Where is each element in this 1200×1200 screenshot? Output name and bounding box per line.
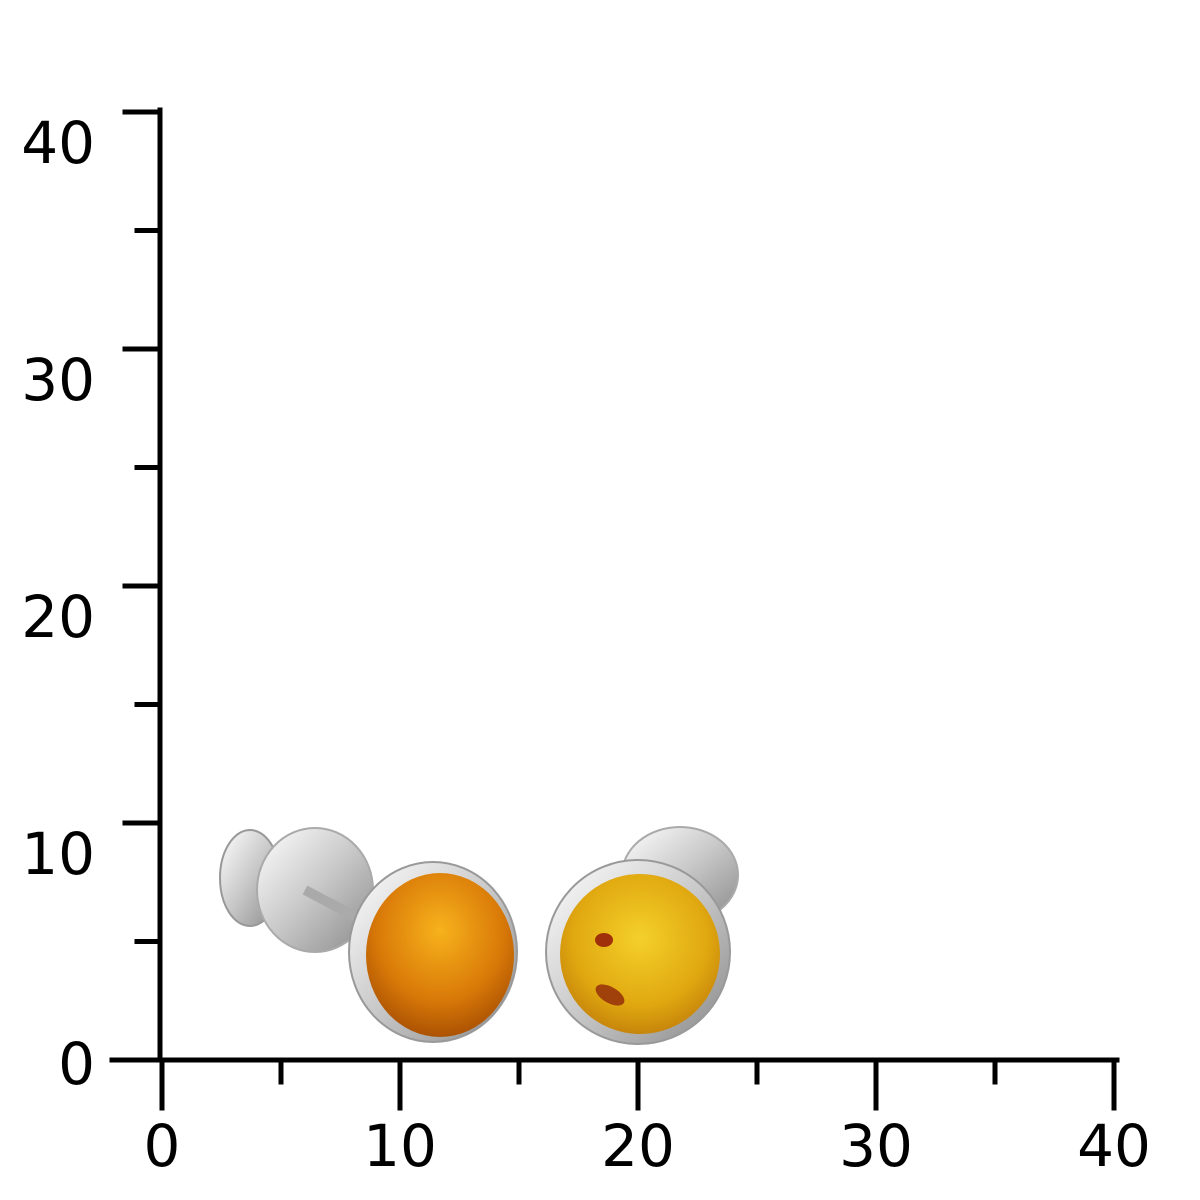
y-label: 30 [21,346,95,414]
x-label: 10 [363,1112,437,1180]
y-label: 20 [21,583,95,651]
earring-left [219,827,518,1043]
y-label: 40 [21,109,95,177]
x-label: 40 [1077,1112,1151,1180]
x-label: 30 [839,1112,913,1180]
x-label: 0 [144,1112,181,1180]
y-label: 0 [58,1030,95,1098]
earring-right [545,826,739,1045]
x-label: 20 [601,1112,675,1180]
y-label: 10 [21,820,95,888]
